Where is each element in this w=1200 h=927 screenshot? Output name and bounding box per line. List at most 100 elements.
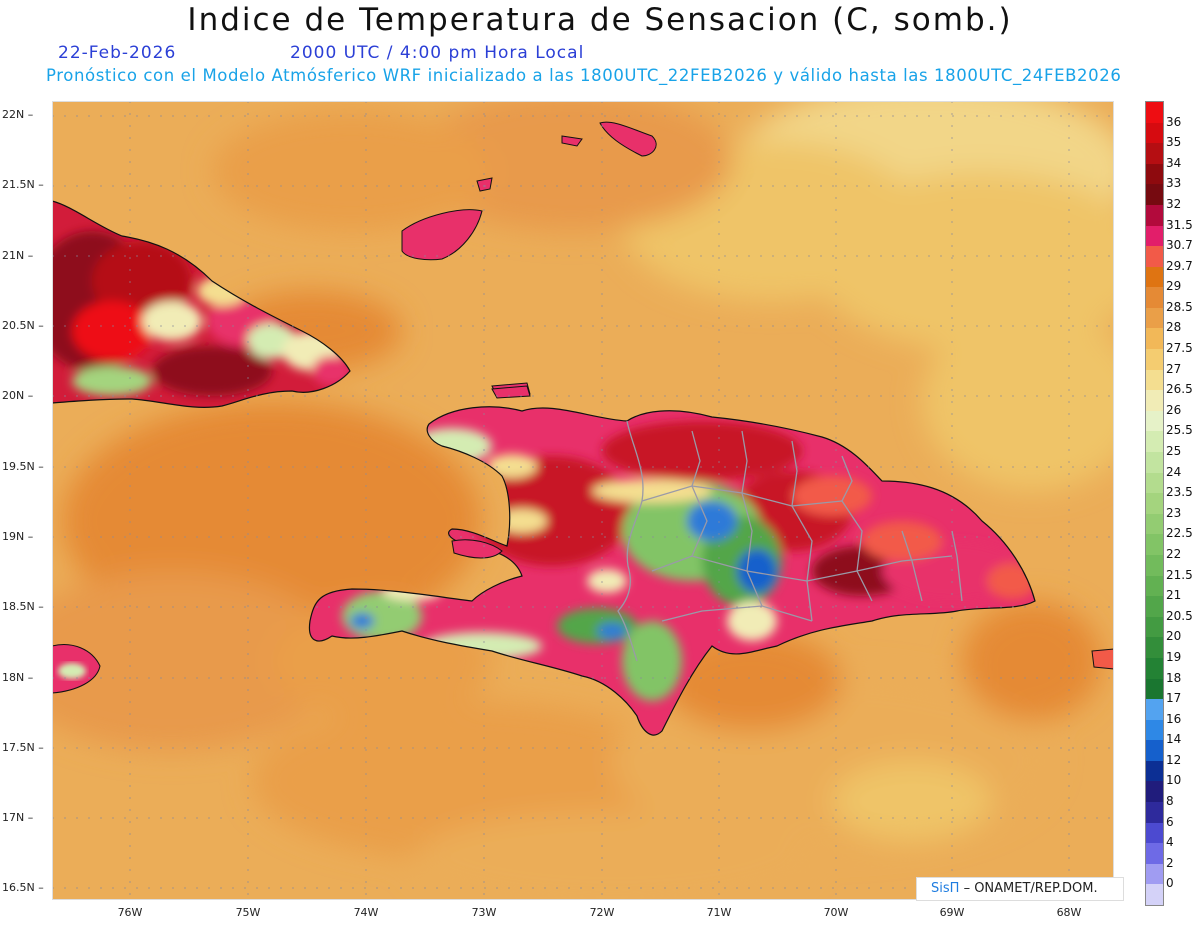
colorbar-label: 20 <box>1166 629 1182 644</box>
colorbar-label: 27 <box>1166 361 1182 376</box>
colorbar-label: 36 <box>1166 114 1182 129</box>
sispi-logo: SisΠ <box>931 881 960 896</box>
colorbar-swatch <box>1146 534 1163 556</box>
lat-tick-label: 19N – <box>2 530 34 543</box>
colorbar-label: 4 <box>1166 835 1174 850</box>
lat-tick-label: 18.5N – <box>2 600 44 613</box>
colorbar-label: 14 <box>1166 732 1182 747</box>
colorbar-swatch <box>1146 884 1163 906</box>
colorbar-label: 28.5 <box>1166 299 1193 314</box>
colorbar-swatch <box>1146 246 1163 268</box>
colorbar-label: 19 <box>1166 649 1182 664</box>
map-title: Indice de Temperatura de Sensacion (C, s… <box>187 2 1013 38</box>
colorbar-label: 31.5 <box>1166 217 1193 232</box>
lat-tick-label: 22N – <box>2 108 34 121</box>
lat-tick-label: 20.5N – <box>2 319 44 332</box>
colorbar-swatch <box>1146 349 1163 371</box>
colorbar-label: 2 <box>1166 855 1174 870</box>
colorbar-label: 21 <box>1166 588 1182 603</box>
colorbar-swatch <box>1146 699 1163 721</box>
colorbar-swatch <box>1146 102 1163 124</box>
colorbar-swatch <box>1146 122 1163 144</box>
colorbar-swatch <box>1146 431 1163 453</box>
colorbar-swatch <box>1146 822 1163 844</box>
lon-tick-label: 74W <box>353 906 379 919</box>
colorbar-label: 30.7 <box>1166 238 1193 253</box>
colorbar-label: 20.5 <box>1166 608 1193 623</box>
colorbar-swatch <box>1146 328 1163 350</box>
colorbar-label: 8 <box>1166 794 1174 809</box>
colorbar-swatch <box>1146 390 1163 412</box>
colorbar-label: 23 <box>1166 505 1182 520</box>
colorbar-label: 18 <box>1166 670 1182 685</box>
lon-tick-label: 73W <box>471 906 497 919</box>
colorbar-swatch <box>1146 678 1163 700</box>
colorbar-swatch <box>1146 513 1163 535</box>
lon-tick-label: 69W <box>939 906 965 919</box>
lat-tick-label: 17.5N – <box>2 741 44 754</box>
colorbar-swatch <box>1146 596 1163 618</box>
colorbar-swatch <box>1146 143 1163 165</box>
lat-tick-label: 17N – <box>2 811 34 824</box>
colorbar-swatch <box>1146 493 1163 515</box>
lat-tick-label: 18N – <box>2 671 34 684</box>
colorbar-label: 34 <box>1166 155 1182 170</box>
colorbar-swatch <box>1146 616 1163 638</box>
colorbar-label: 29 <box>1166 279 1182 294</box>
colorbar-label: 6 <box>1166 814 1174 829</box>
lon-tick-label: 70W <box>823 906 849 919</box>
forecast-date: 22-Feb-2026 <box>58 43 177 63</box>
colorbar-label: 26.5 <box>1166 382 1193 397</box>
lon-tick-label: 75W <box>235 906 261 919</box>
colorbar-label: 23.5 <box>1166 485 1193 500</box>
colorbar-swatch <box>1146 287 1163 309</box>
colorbar-label: 24 <box>1166 464 1182 479</box>
colorbar-label: 29.7 <box>1166 258 1193 273</box>
lat-tick-label: 21.5N – <box>2 178 44 191</box>
colorbar-swatch <box>1146 410 1163 432</box>
colorbar-label: 33 <box>1166 176 1182 191</box>
credit-box: SisΠ – ONAMET/REP.DOM. <box>916 877 1124 901</box>
colorbar-swatch <box>1146 204 1163 227</box>
colorbar-swatch <box>1146 637 1163 659</box>
colorbar-swatch <box>1146 225 1163 247</box>
colorbar-label: 35 <box>1166 135 1182 150</box>
lon-tick-label: 68W <box>1056 906 1082 919</box>
colorbar-label: 21.5 <box>1166 567 1193 582</box>
colorbar-label: 17 <box>1166 691 1182 706</box>
colorbar-label: 22 <box>1166 546 1182 561</box>
colorbar-swatch <box>1146 554 1163 577</box>
colorbar-label: 25 <box>1166 444 1182 459</box>
colorbar-swatch <box>1146 266 1163 288</box>
colorbar-label: 10 <box>1166 773 1182 788</box>
colorbar-label: 22.5 <box>1166 526 1193 541</box>
colorbar-swatch <box>1146 657 1163 679</box>
lon-tick-label: 72W <box>589 906 615 919</box>
forecast-time: 2000 UTC / 4:00 pm Hora Local <box>290 43 585 63</box>
colorbar-label: 26 <box>1166 402 1182 417</box>
colorbar-label: 12 <box>1166 752 1182 767</box>
colorbar-swatch <box>1146 452 1163 474</box>
lat-tick-label: 19.5N – <box>2 460 44 473</box>
colorbar-label: 28 <box>1166 320 1182 335</box>
colorbar-swatch <box>1146 843 1163 865</box>
colorbar <box>1145 101 1164 906</box>
lat-tick-label: 21N – <box>2 249 34 262</box>
colorbar-swatch <box>1146 472 1163 494</box>
colorbar-swatch <box>1146 575 1163 597</box>
lat-tick-label: 20N – <box>2 389 34 402</box>
lat-tick-label: 16.5N – <box>2 881 44 894</box>
colorbar-swatch <box>1146 863 1163 885</box>
credit-org: – ONAMET/REP.DOM. <box>963 881 1098 896</box>
colorbar-swatch <box>1146 740 1163 762</box>
colorbar-swatch <box>1146 163 1163 185</box>
colorbar-swatch <box>1146 760 1163 782</box>
colorbar-swatch <box>1146 369 1163 391</box>
lon-tick-label: 71W <box>706 906 732 919</box>
colorbar-label: 25.5 <box>1166 423 1193 438</box>
colorbar-label: 32 <box>1166 196 1182 211</box>
colorbar-swatch <box>1146 307 1163 329</box>
heat-index-map <box>52 101 1114 900</box>
colorbar-label: 0 <box>1166 876 1174 891</box>
colorbar-swatch <box>1146 719 1163 741</box>
